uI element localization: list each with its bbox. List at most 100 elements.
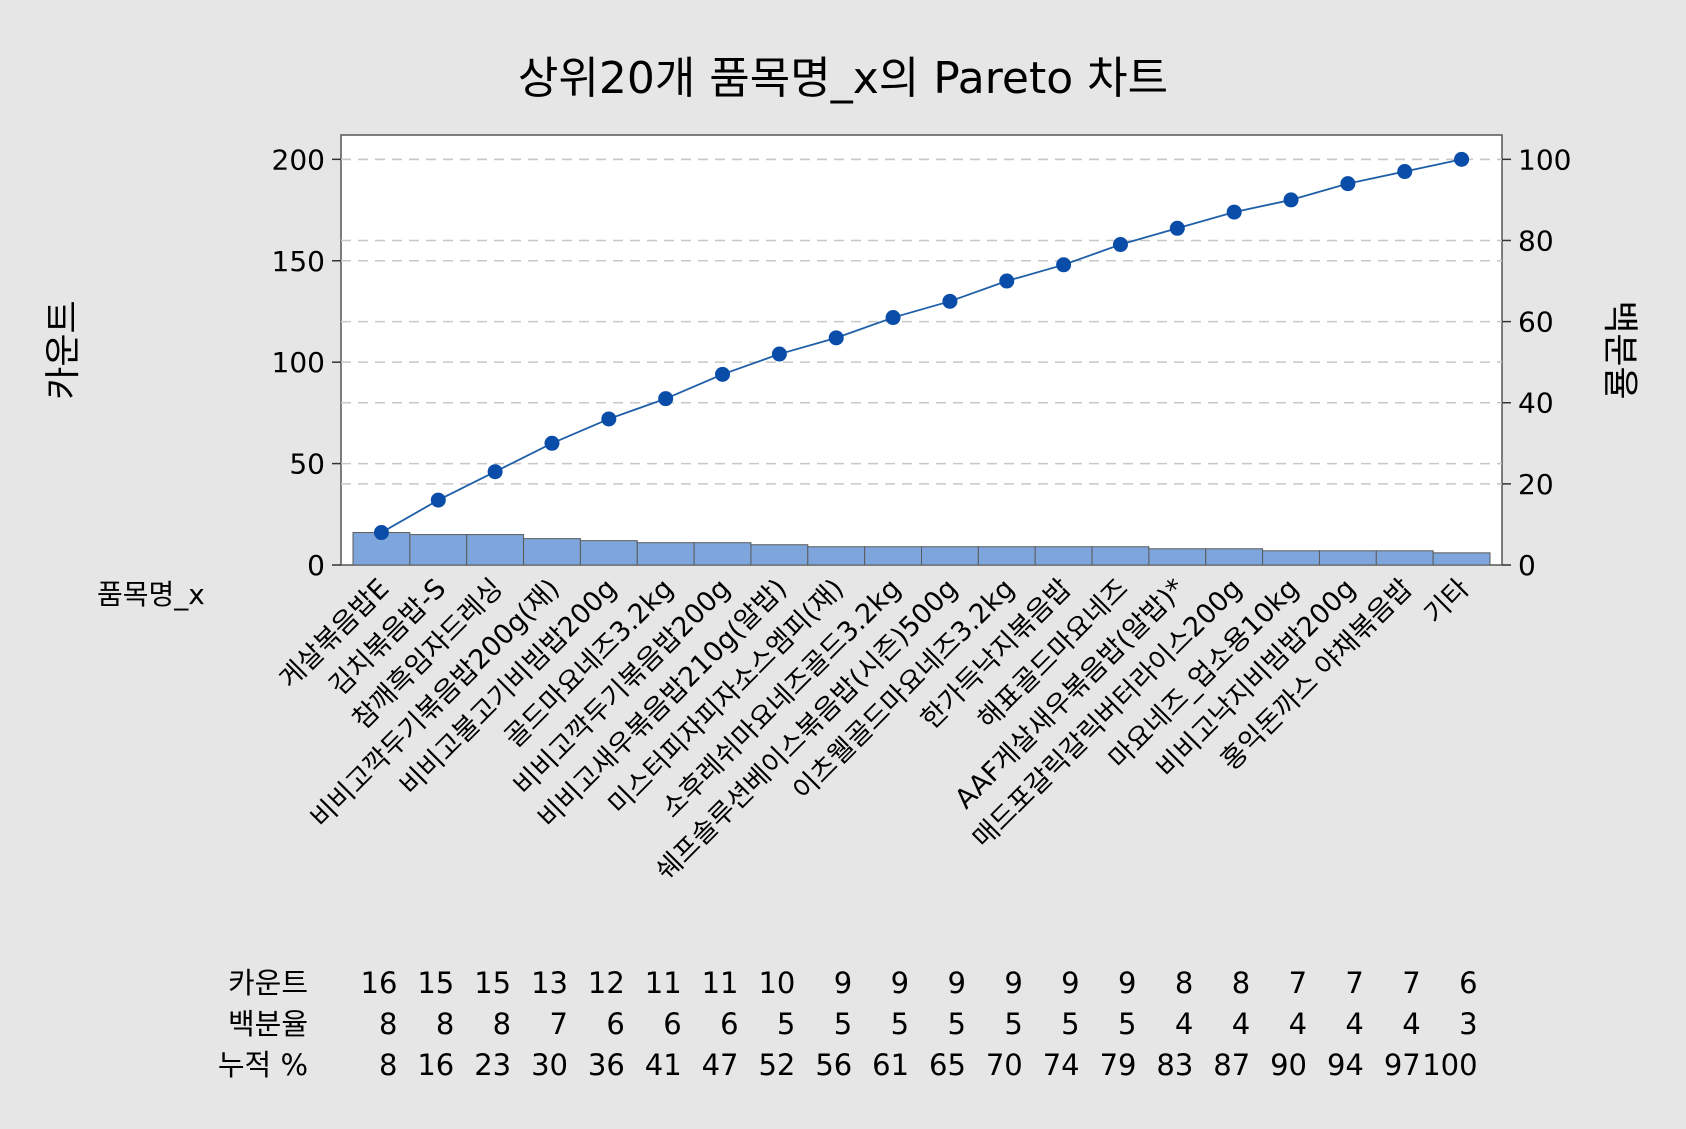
cumulative-point [487, 464, 503, 480]
bar [1034, 546, 1093, 566]
bar [693, 542, 752, 566]
table-cell: 5 [891, 1007, 909, 1041]
y2-tick-label: 20 [1518, 468, 1554, 501]
bar [1375, 550, 1434, 566]
table-cell: 8 [493, 1007, 511, 1041]
table-cell: 8 [436, 1007, 454, 1041]
table-cell: 5 [1061, 1007, 1079, 1041]
table-cell: 4 [1402, 1007, 1420, 1041]
table-cell: 7 [1402, 966, 1420, 1000]
y-tick-label: 0 [307, 549, 325, 582]
table-cell: 100 [1422, 1048, 1477, 1082]
table-cell: 4 [1345, 1007, 1363, 1041]
y2-tick-label: 80 [1518, 224, 1554, 257]
table-cell: 7 [1345, 966, 1363, 1000]
table-cell: 4 [1175, 1007, 1193, 1041]
category-labels: 게살볶음밥E김치볶음밥-S참깨흑임자드레싱비비고깍두기볶음밥200g(재)비비고… [274, 573, 1476, 887]
y2-axis-label: 백분율 [1599, 300, 1640, 399]
cumulative-point [1169, 220, 1185, 236]
table-cell: 9 [891, 966, 909, 1000]
bar [523, 538, 581, 566]
table-cell: 9 [834, 966, 852, 1000]
bar [1432, 552, 1491, 566]
table-cell: 4 [1289, 1007, 1307, 1041]
bar [1148, 548, 1207, 566]
table-row-label: 누적 % [218, 1048, 308, 1082]
cumulative-point [885, 310, 901, 326]
cumulative-point [942, 293, 958, 309]
bar [1205, 548, 1264, 566]
table-cell: 15 [417, 966, 454, 1000]
cumulative-point [715, 366, 731, 382]
cumulative-point [828, 330, 844, 346]
cumulative-point [771, 346, 787, 362]
table-cell: 79 [1100, 1048, 1137, 1082]
table-cell: 61 [872, 1048, 909, 1082]
table-cell: 5 [777, 1007, 795, 1041]
table-cell: 8 [1232, 966, 1250, 1000]
table-cell: 4 [1232, 1007, 1250, 1041]
cumulative-point [1454, 151, 1470, 167]
cumulative-point [1056, 257, 1072, 273]
table-cell: 9 [1004, 966, 1022, 1000]
y-tick-label: 150 [272, 245, 325, 278]
table-cell: 65 [929, 1048, 966, 1082]
axes: 0 50 100 150 200 0 20 40 60 80 100 [272, 143, 1572, 582]
table-row-label: 백분율 [228, 1007, 308, 1041]
table-cell: 8 [379, 1007, 397, 1041]
table-cell: 97 [1384, 1048, 1421, 1082]
bar [1262, 550, 1320, 566]
table-cell: 7 [550, 1007, 568, 1041]
cumulative-point [1283, 192, 1299, 208]
bar [636, 542, 695, 566]
bar [807, 546, 866, 566]
table-cell: 10 [758, 966, 795, 1000]
table-cell: 5 [1118, 1007, 1136, 1041]
table-cell: 23 [474, 1048, 511, 1082]
bar [1318, 550, 1377, 566]
table-cell: 30 [531, 1048, 568, 1082]
y2-tick-label: 60 [1518, 306, 1554, 339]
bar [466, 534, 525, 566]
table-cell: 15 [474, 966, 511, 1000]
table-cell: 9 [1118, 966, 1136, 1000]
table-cell: 6 [1459, 966, 1477, 1000]
table-cell: 90 [1270, 1048, 1307, 1082]
cumulative-point [1112, 237, 1128, 253]
cumulative-point [373, 525, 389, 541]
bar [409, 534, 468, 566]
bar [864, 546, 923, 566]
chart-title: 상위20개 품목명_x의 Pareto 차트 [518, 53, 1168, 104]
cumulative-line [373, 151, 1470, 541]
y-tick-label: 100 [272, 346, 325, 379]
table-cell: 6 [663, 1007, 681, 1041]
table-row-label: 카운트 [228, 966, 308, 1000]
cumulative-point [1397, 164, 1413, 180]
y-tick-label: 200 [272, 143, 325, 176]
table-cell: 11 [702, 966, 739, 1000]
table-cell: 52 [758, 1048, 795, 1082]
x-axis-label: 품목명_x [97, 578, 205, 611]
grid-lines [341, 158, 1502, 485]
table-cell: 5 [834, 1007, 852, 1041]
cumulative-point [1226, 204, 1242, 220]
bar [579, 540, 638, 566]
table-cell: 8 [379, 1048, 397, 1082]
plot-area [340, 134, 1503, 566]
table-cell: 13 [531, 966, 568, 1000]
cumulative-point [601, 411, 617, 427]
cumulative-point [658, 391, 674, 407]
table-cell: 8 [1175, 966, 1193, 1000]
bar [921, 546, 979, 566]
table-cell: 36 [588, 1048, 625, 1082]
table-cell: 74 [1043, 1048, 1080, 1082]
cumulative-point [999, 273, 1015, 289]
cumulative-point [430, 492, 446, 508]
table-cell: 87 [1213, 1048, 1250, 1082]
bar [750, 544, 809, 566]
table-cell: 11 [645, 966, 682, 1000]
table-cell: 9 [947, 966, 965, 1000]
y-axis-label: 카운트 [43, 300, 84, 399]
table-cell: 56 [815, 1048, 852, 1082]
